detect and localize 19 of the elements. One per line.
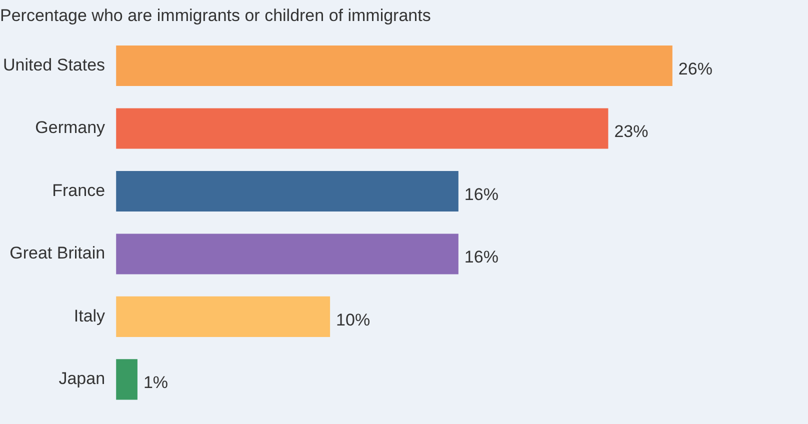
bar [116,108,608,149]
bar [116,46,672,86]
y-tick-label: Japan [58,369,106,388]
data-label: 1% [143,373,168,392]
bar [116,234,458,274]
y-tick-label: France [52,180,106,200]
data-label: 10% [336,310,370,330]
y-tick-label: Germany [35,118,106,138]
bar [116,359,138,400]
chart-title: Percentage who are immigrants or children of immigrants [0,6,431,25]
bar [116,170,458,212]
y-tick-label: Great Britain [10,244,106,263]
bar [116,296,330,337]
y-tick-label: Italy [74,306,106,326]
y-tick-label: United States [2,55,106,74]
data-label: 26% [678,59,712,78]
data-label: 16% [464,248,498,267]
data-label: 23% [614,122,648,142]
data-label: 16% [464,184,498,204]
